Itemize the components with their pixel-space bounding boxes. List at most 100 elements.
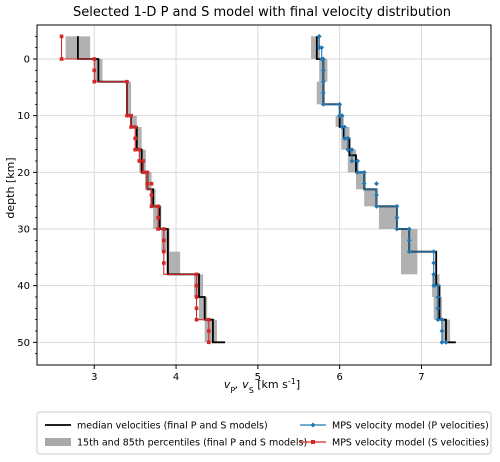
p-model-point — [439, 328, 445, 334]
s-model-point — [161, 249, 166, 254]
legend: median velocities (final P and S models)… — [36, 411, 492, 455]
s-model-point — [194, 295, 199, 299]
p-model-point — [431, 283, 437, 289]
p-model-point — [431, 271, 437, 277]
s-model-point — [141, 170, 146, 175]
s-model-point — [149, 181, 154, 186]
x-axis-label-part: , v — [235, 378, 249, 391]
s-model-point — [92, 57, 97, 61]
percentile-band — [356, 172, 366, 190]
s-model-point — [161, 238, 166, 243]
p-model-point — [342, 135, 347, 141]
p-model-point — [316, 33, 322, 39]
legend-swatch-percentile — [45, 438, 71, 446]
s-model-point — [194, 317, 199, 322]
p-model-point — [374, 192, 379, 198]
p-model-point — [320, 90, 326, 96]
percentile-band — [131, 115, 137, 127]
s-model-point — [92, 79, 97, 84]
s-model-point — [149, 204, 154, 209]
x-axis-label-part: -1 — [288, 377, 296, 386]
p-model-point — [349, 147, 355, 153]
percentile-band — [378, 206, 397, 229]
s-model-point — [145, 181, 150, 186]
series-line-s — [60, 36, 210, 343]
s-model-point — [156, 204, 160, 209]
legend-swatch-p-marker — [310, 422, 316, 428]
p-model-point — [394, 203, 400, 209]
s-model-point — [141, 159, 146, 163]
x-tick-label: 5 — [255, 372, 261, 383]
chart-title: Selected 1-D P and S model with final ve… — [73, 5, 451, 20]
p-model-point — [355, 169, 361, 175]
legend-entry-label: MPS velocity model (S velocities) — [332, 438, 489, 449]
percentile-band — [135, 127, 142, 150]
s-model-point — [156, 215, 160, 220]
p-model-point — [355, 158, 361, 164]
percentile-band — [316, 81, 325, 105]
s-model-point — [137, 159, 142, 163]
s-model-point — [149, 193, 154, 197]
y-tick-label: 10 — [17, 111, 30, 122]
s-model-point — [161, 261, 166, 265]
series-line-p — [318, 36, 446, 343]
percentile-band — [364, 189, 377, 207]
p-model-point — [337, 113, 343, 119]
percentile-band — [198, 297, 208, 320]
percentile-band — [311, 36, 321, 59]
y-tick-label: 40 — [17, 281, 30, 292]
x-axis-label-part: P — [230, 386, 235, 395]
y-tick-label: 50 — [17, 338, 30, 349]
p-model-point — [339, 124, 345, 130]
s-model-point — [125, 79, 129, 84]
s-model-point — [129, 125, 133, 129]
p-model-point — [342, 124, 347, 130]
p-model-point — [394, 226, 400, 232]
x-axis-label: vP, vS [km s-1] — [224, 377, 300, 395]
y-tick-label: 0 — [24, 55, 30, 66]
y-tick-label: 20 — [17, 168, 30, 179]
x-axis-label-part: [km s — [254, 378, 288, 391]
p-model-point — [339, 113, 345, 119]
p-model-point — [320, 101, 326, 107]
s-model-point — [92, 68, 97, 73]
s-model-point — [129, 113, 133, 118]
x-tick-label: 4 — [173, 372, 179, 383]
p-model-point — [345, 135, 351, 141]
p-model-point — [374, 203, 379, 209]
p-model-point — [361, 169, 367, 175]
p-model-point — [345, 147, 351, 153]
x-axis-label-part: ] — [296, 378, 300, 391]
s-model-point — [161, 227, 166, 231]
s-model-point — [59, 57, 64, 61]
p-model-point — [319, 45, 325, 51]
p-model-point — [337, 101, 343, 107]
s-model-point — [59, 34, 64, 39]
legend-entry-label: median velocities (final P and S models) — [77, 421, 268, 432]
p-model-point — [406, 237, 412, 243]
legend-box — [36, 411, 492, 455]
percentile-band — [166, 251, 181, 275]
p-model-point — [320, 67, 326, 73]
s-model-point — [206, 329, 211, 333]
p-model-point — [431, 249, 437, 255]
p-model-point — [435, 294, 441, 300]
x-tick-label: 6 — [336, 372, 342, 383]
s-model-point — [206, 317, 211, 322]
s-model-point — [206, 340, 211, 345]
s-model-point — [156, 227, 160, 231]
axes-frame — [36, 24, 492, 366]
p-model-point — [361, 181, 367, 187]
p-model-point — [406, 226, 412, 232]
p-model-point — [435, 317, 441, 323]
s-model-point — [133, 125, 137, 129]
percentile-band — [204, 319, 217, 343]
p-model-point — [320, 79, 326, 85]
legend-swatch-s-marker — [311, 440, 315, 444]
p-model-point — [316, 45, 322, 51]
p-model-point — [435, 305, 441, 311]
p-model-point — [349, 158, 355, 164]
p-model-point — [394, 215, 400, 221]
plot-area: 3 4 5 6 7 0 10 20 30 40 50 — [17, 24, 492, 383]
